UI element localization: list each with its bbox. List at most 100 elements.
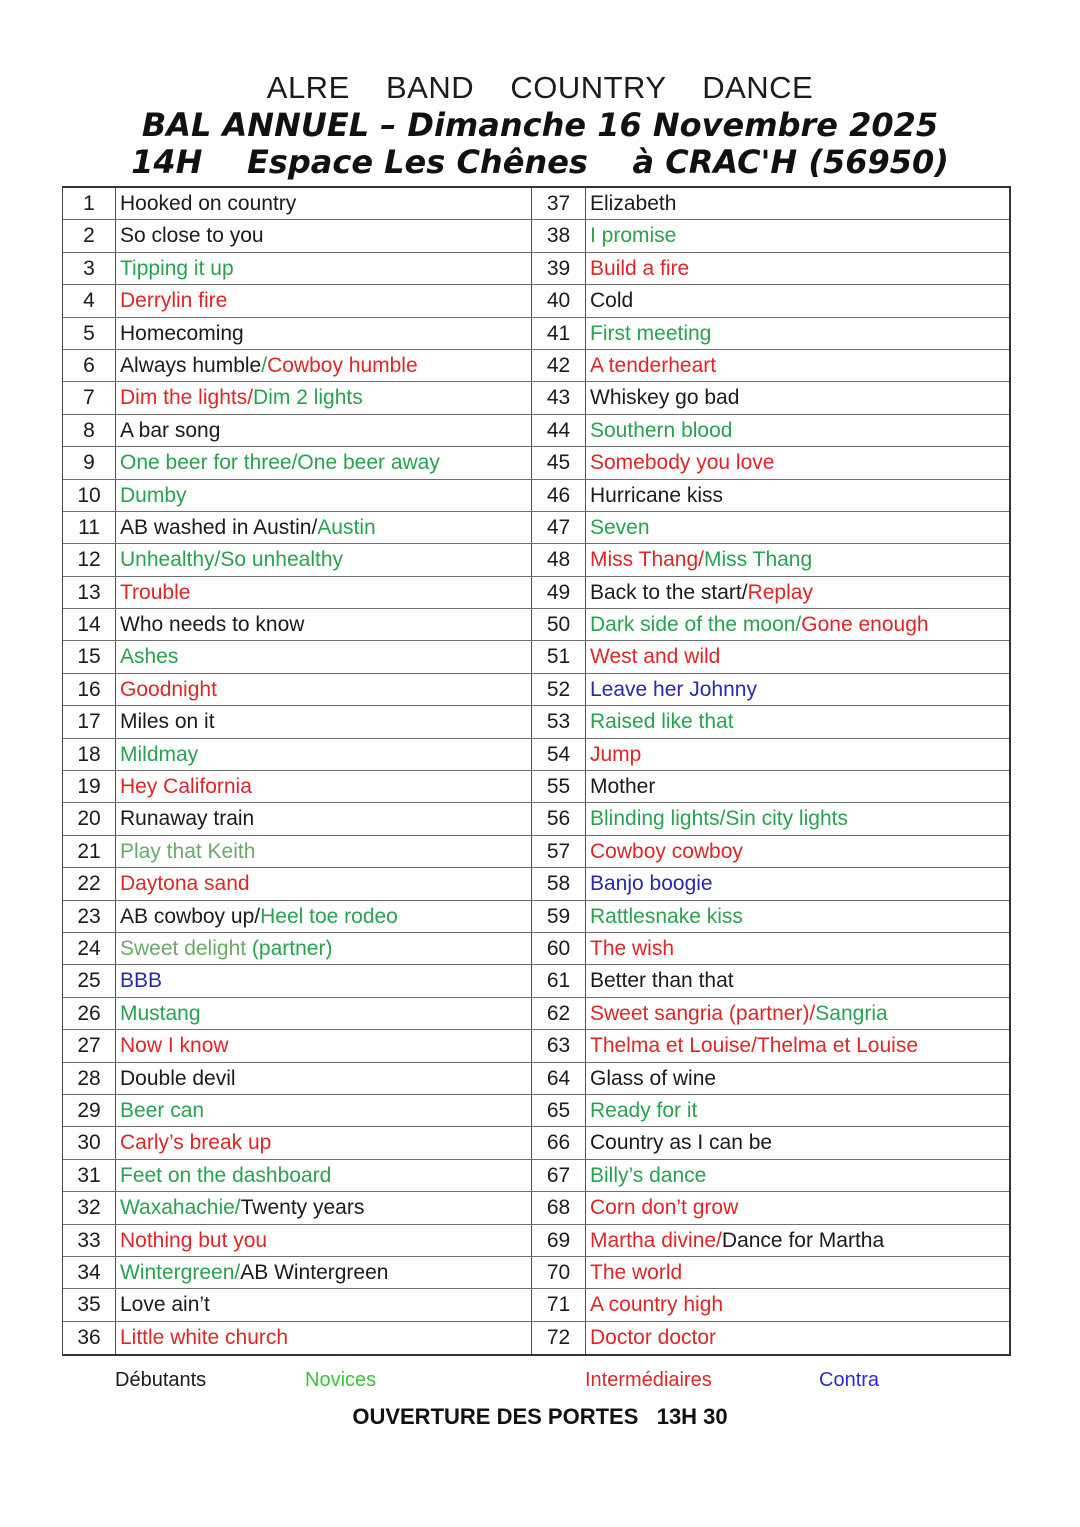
row-number: 22 [63, 868, 116, 901]
dance-name-segment: Somebody you love [590, 451, 775, 475]
row-number: 70 [532, 1256, 586, 1290]
dance-name: Doctor doctor [586, 1322, 1009, 1354]
dance-name: Elizabeth [586, 188, 1009, 221]
dance-name-segment: Homecoming [120, 321, 244, 345]
dance-name: Dark side of the moon/Gone enough [586, 609, 1009, 642]
dance-name: Southern blood [586, 415, 1009, 448]
row-number: 1 [63, 188, 116, 221]
row-number: 31 [63, 1159, 116, 1193]
row-number: 59 [532, 900, 586, 933]
dance-name-segment: Waxahachie/ [120, 1196, 241, 1220]
band-title: ALRE BAND COUNTRY DANCE [266, 70, 814, 105]
dance-name-segment: The world [590, 1260, 683, 1284]
dance-name: First meeting [586, 318, 1009, 350]
row-number: 41 [532, 317, 586, 350]
row-number: 16 [63, 673, 116, 707]
dance-name-segment: Cold [590, 289, 634, 313]
dance-name: Somebody you love [586, 447, 1009, 480]
dance-name: Beer can [116, 1094, 532, 1128]
row-number: 40 [532, 285, 586, 318]
row-number: 21 [63, 835, 116, 869]
dance-name: Mother [586, 771, 1009, 804]
dance-name-segment: Hurricane kiss [590, 483, 724, 507]
row-number: 14 [63, 609, 116, 642]
dance-name-segment: AB Wintergreen [240, 1260, 389, 1284]
dance-name: A country high [586, 1289, 1009, 1322]
dance-name: Now I know [116, 1030, 532, 1063]
dance-name-segment: Always humble [120, 353, 262, 377]
event-venue-title: 14H Espace Les Chênes à CRAC'H (56950) [131, 143, 949, 181]
dance-name-segment: Doctor doctor [590, 1325, 717, 1349]
dance-name-segment: Seven [590, 515, 650, 539]
dance-name: Wintergreen/AB Wintergreen [116, 1256, 532, 1290]
dance-name-segment: Leave her Johnny [590, 677, 757, 701]
row-number: 42 [532, 349, 586, 383]
row-number: 64 [532, 1062, 586, 1095]
dance-name-segment: Carly’s break up [120, 1131, 272, 1155]
dance-name-segment: Wintergreen/ [120, 1260, 241, 1284]
dance-name: Derrylin fire [116, 285, 532, 318]
dance-name: AB cowboy up/Heel toe rodeo [116, 900, 532, 933]
row-number: 39 [532, 252, 586, 286]
dance-name: Homecoming [116, 317, 532, 350]
dance-name: Miss Thang/Miss Thang [586, 544, 1009, 577]
row-number: 24 [63, 932, 116, 966]
dance-name-segment: Unhealthy/So unhealthy [120, 548, 343, 572]
dance-name: Always humble/Cowboy humble [116, 349, 532, 383]
row-number: 25 [63, 965, 116, 998]
dance-name: Runaway train [116, 803, 532, 836]
dance-name: Double devil [116, 1062, 532, 1095]
dance-name: Dumby [116, 479, 532, 512]
dance-name: Raised like that [586, 706, 1009, 739]
dance-name: Billy’s dance [586, 1160, 1009, 1193]
dance-table: 1 Hooked on country 37 Elizabeth 2 So close t… [62, 186, 1011, 1357]
dance-name-segment: Ashes [120, 645, 179, 669]
row-number: 58 [532, 868, 586, 901]
dance-name-segment: Sangria [815, 1001, 888, 1025]
dance-name-segment: Whiskey go bad [590, 386, 740, 410]
dance-name-segment: BBB [120, 969, 163, 993]
dance-name-segment: Miss Thang/ [590, 548, 704, 572]
dance-name: Play that Keith [116, 835, 532, 869]
row-number: 44 [532, 414, 586, 448]
dance-name-segment: Goodnight [120, 677, 217, 701]
row-number: 8 [63, 414, 116, 448]
dance-name: Miles on it [116, 706, 532, 739]
dance-name: Love ain’t [116, 1289, 532, 1322]
dance-name: The world [586, 1257, 1009, 1290]
row-number: 10 [63, 479, 116, 512]
dance-name-segment: Dark side of the moon/ [590, 613, 802, 637]
row-number: 48 [532, 544, 586, 577]
row-number: 61 [532, 965, 586, 998]
dance-name-segment: Miles on it [120, 710, 215, 734]
row-number: 9 [63, 447, 116, 480]
row-number: 53 [532, 706, 586, 739]
dance-name: Corn don’t grow [586, 1192, 1009, 1225]
dance-name-segment: Heel toe rodeo [260, 904, 398, 928]
row-number: 20 [63, 803, 116, 836]
row-number: 27 [63, 1030, 116, 1063]
dance-name-segment: Daytona sand [120, 872, 250, 896]
row-number: 26 [63, 997, 116, 1031]
dance-name-segment: Better than that [590, 969, 734, 993]
dance-name-segment: Dance for Martha [721, 1228, 885, 1252]
level-legend: Débutants Novices Intermédiaires Contra [0, 1369, 1080, 1395]
dance-name: A tenderheart [586, 350, 1009, 383]
row-number: 65 [532, 1094, 586, 1128]
dance-name-segment: A tenderheart [590, 353, 717, 377]
legend-item: Contra [819, 1369, 880, 1391]
row-number: 43 [532, 382, 586, 415]
dance-name-segment: I promise [590, 224, 677, 248]
dance-name-segment: Billy’s dance [590, 1163, 707, 1187]
dance-name: Thelma et Louise/Thelma et Louise [586, 1030, 1009, 1063]
dance-name-segment: Dumby [120, 483, 187, 507]
dance-name: Feet on the dashboard [116, 1159, 532, 1193]
dance-name: One beer for three/One beer away [116, 447, 532, 480]
row-number: 67 [532, 1159, 586, 1193]
dance-name-segment: Elizabeth [590, 192, 677, 215]
row-number: 52 [532, 673, 586, 707]
dance-name: Waxahachie/Twenty years [116, 1192, 532, 1225]
row-number: 54 [532, 738, 586, 772]
dance-name-segment: Corn don’t grow [590, 1196, 739, 1220]
row-number: 23 [63, 900, 116, 933]
